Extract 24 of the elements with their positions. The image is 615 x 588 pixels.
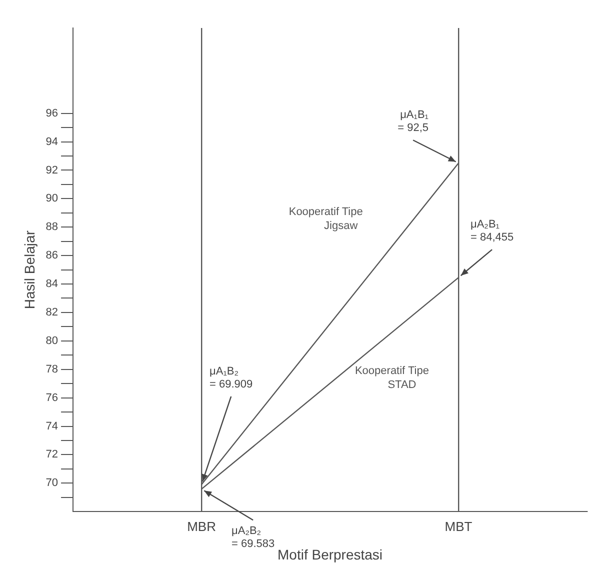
x-tick-label: MBT [444,518,472,534]
annotation: μA₁B₂ = 69.909 [210,365,253,390]
y-tick-label: 70 [46,477,58,490]
y-tick-label: 90 [46,192,58,205]
annotation: μA₂B₁ = 84,455 [470,218,514,244]
y-tick-label: 72 [46,448,58,461]
y-tick-label: 82 [46,306,58,318]
series-label: Kooperatif Tipe STAD [354,365,429,392]
y-tick-label: 96 [46,107,58,120]
annotation: μA₂B₂ = 69.583 [232,525,275,550]
x-axis-title: Motif Berprestasi [277,546,383,562]
y-tick-label: 84 [46,278,58,290]
x-tick-label: MBR [187,518,216,534]
y-tick-label: 88 [46,221,58,234]
y-tick-label: 76 [46,392,58,404]
annotation: μA₁B₁ = 92,5 [398,109,429,134]
y-tick-label: 92 [46,164,58,176]
y-tick-label: 78 [46,363,58,376]
text: Kooperatif Tipe Jigsaw [288,206,363,232]
y-tick-label: 94 [46,136,58,148]
y-tick-label: 86 [46,250,58,262]
y-tick-label: 80 [46,334,58,347]
y-axis-title: Hasil Belajar [21,230,38,310]
y-tick-label: 74 [46,420,58,432]
